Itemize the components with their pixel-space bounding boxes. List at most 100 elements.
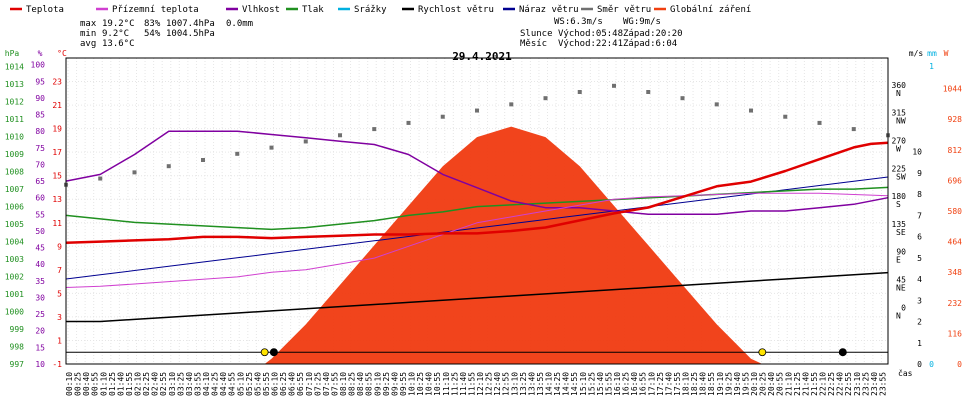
temperature-axis-unit: °C xyxy=(57,49,67,58)
pressure-line xyxy=(65,186,889,231)
x-tick-label: 01:55 xyxy=(125,372,134,396)
temperature-axis-tick: 9 xyxy=(57,242,62,251)
x-tick-label: 00:40 xyxy=(82,372,91,396)
pressure-axis-tick: 1000 xyxy=(5,308,24,317)
x-tick-label: 16:25 xyxy=(622,372,631,396)
wind-dir-point xyxy=(817,120,822,125)
wind-dir-tick: 225 xyxy=(892,164,907,173)
radiation-unit: W xyxy=(944,49,949,58)
wind-speed-tick: 3 xyxy=(917,296,922,305)
wind-dir-tick: 45 xyxy=(896,276,906,285)
humidity-axis-unit: % xyxy=(38,49,43,58)
wind-dir-point xyxy=(646,90,651,94)
wind-dir-point xyxy=(372,127,377,132)
radiation-tick: 928 xyxy=(948,115,963,124)
wind-dir-point xyxy=(201,158,205,162)
temperature-axis-tick: 13 xyxy=(52,195,62,204)
wind-dir-point xyxy=(303,139,308,144)
astro-sun-label: Slunce xyxy=(520,29,553,39)
wind-dir-label: W xyxy=(896,144,901,153)
humidity-axis-tick: 10 xyxy=(35,360,45,369)
x-tick-label: 17:25 xyxy=(656,372,665,396)
radiation-tick: 348 xyxy=(948,268,963,277)
wind-speed-line xyxy=(66,271,889,323)
x-tick-label: 22:40 xyxy=(836,372,845,396)
x-tick-label: 03:55 xyxy=(193,372,202,396)
stat-humidity: 54% xyxy=(144,29,161,39)
legend: Teplota Přízemní teplota Vlhkost Tlak Srážky… xyxy=(10,5,751,15)
x-tick-label: 07:55 xyxy=(330,372,339,396)
humidity-axis-tick: 35 xyxy=(35,277,45,286)
humidity-axis-tick: 65 xyxy=(35,177,45,186)
wind-speed-tick: 1 xyxy=(917,339,922,348)
legend-label: Srážky xyxy=(354,5,387,15)
x-tick-label: 13:25 xyxy=(519,372,528,396)
x-tick-label: 21:10 xyxy=(784,372,793,396)
x-tick-label: 18:40 xyxy=(699,372,708,396)
wind-dir-point xyxy=(235,151,240,156)
x-tick-label: 12:10 xyxy=(476,372,485,396)
x-tick-label: 21:55 xyxy=(810,372,819,396)
x-tick-label: 15:55 xyxy=(604,372,613,396)
wind-gust-line xyxy=(65,176,889,280)
sunset-marker xyxy=(758,348,767,357)
humidity-axis-tick: 90 xyxy=(35,94,45,103)
pressure-axis-tick: 1013 xyxy=(5,80,24,89)
stat-label: avg xyxy=(80,39,96,49)
x-tick-label: 14:55 xyxy=(570,372,579,396)
pressure-axis-tick: 1006 xyxy=(5,203,24,212)
pressure-axis-tick: 998 xyxy=(10,343,25,352)
wind-dir-point xyxy=(269,145,274,150)
stat-humidity: 83% xyxy=(144,19,161,29)
x-tick-label: 13:40 xyxy=(527,372,536,396)
pressure-axis-tick: 999 xyxy=(10,325,25,334)
stat-temp: 19.2°C xyxy=(102,19,135,29)
wind-speed-tick: 8 xyxy=(917,190,922,199)
x-tick-label: 13:10 xyxy=(510,372,519,396)
x-tick-label: 05:10 xyxy=(236,372,245,396)
pressure-axis-tick: 1014 xyxy=(5,63,24,72)
x-tick-label: 09:25 xyxy=(382,372,391,396)
axes: 9979989991000100110021003100410051006100… xyxy=(5,49,962,369)
temperature-axis-tick: 11 xyxy=(52,219,62,228)
x-tick-label: 22:10 xyxy=(819,372,828,396)
stat-rain: 0.0mm xyxy=(226,19,253,29)
wind-speed-tick: 2 xyxy=(917,318,922,327)
x-tick-label: 18:25 xyxy=(690,372,699,396)
x-tick-label: 11:25 xyxy=(450,372,459,396)
x-tick-label: 08:40 xyxy=(356,372,365,396)
temperature-axis-tick: 3 xyxy=(57,313,62,322)
stat-label: min xyxy=(80,29,96,39)
temperature-axis-tick: 5 xyxy=(57,289,62,298)
wind-dir-label: S xyxy=(896,200,901,209)
wind-speed-tick: 7 xyxy=(917,211,922,220)
x-tick-label: 01:10 xyxy=(99,372,108,396)
wind-dir-tick: 315 xyxy=(892,109,907,118)
legend-label: Náraz větru xyxy=(519,5,579,15)
wind-dir-point xyxy=(543,96,548,101)
wind-dir-point xyxy=(406,120,411,125)
wind-dir-label: SW xyxy=(896,172,906,181)
wind-dir-tick: 90 xyxy=(896,248,906,257)
x-tick-label: 16:40 xyxy=(630,372,639,396)
x-tick-label: 03:40 xyxy=(185,372,194,396)
x-tick-label: 16:55 xyxy=(639,372,648,396)
x-tick-label: 08:25 xyxy=(348,372,357,396)
radiation-tick: 812 xyxy=(948,146,963,155)
x-tick-label: 14:25 xyxy=(553,372,562,396)
x-tick-label: 12:25 xyxy=(485,372,494,396)
x-tick-label: 09:40 xyxy=(390,372,399,396)
wind-dir-point xyxy=(166,164,171,169)
wind-dir-tick: 270 xyxy=(892,136,907,145)
legend-label: Přízemní teplota xyxy=(112,5,199,15)
x-tick-label: 17:55 xyxy=(673,372,682,396)
x-axis-label: čas xyxy=(898,368,913,378)
x-tick-label: 09:10 xyxy=(373,372,382,396)
x-tick-label: 04:55 xyxy=(228,372,237,396)
wind-dir-label: SE xyxy=(896,228,906,237)
x-tick-label: 07:40 xyxy=(322,372,331,396)
rain-unit: mm xyxy=(927,49,937,58)
pressure-axis-tick: 1002 xyxy=(5,273,24,282)
x-tick-label: 20:25 xyxy=(759,372,768,396)
